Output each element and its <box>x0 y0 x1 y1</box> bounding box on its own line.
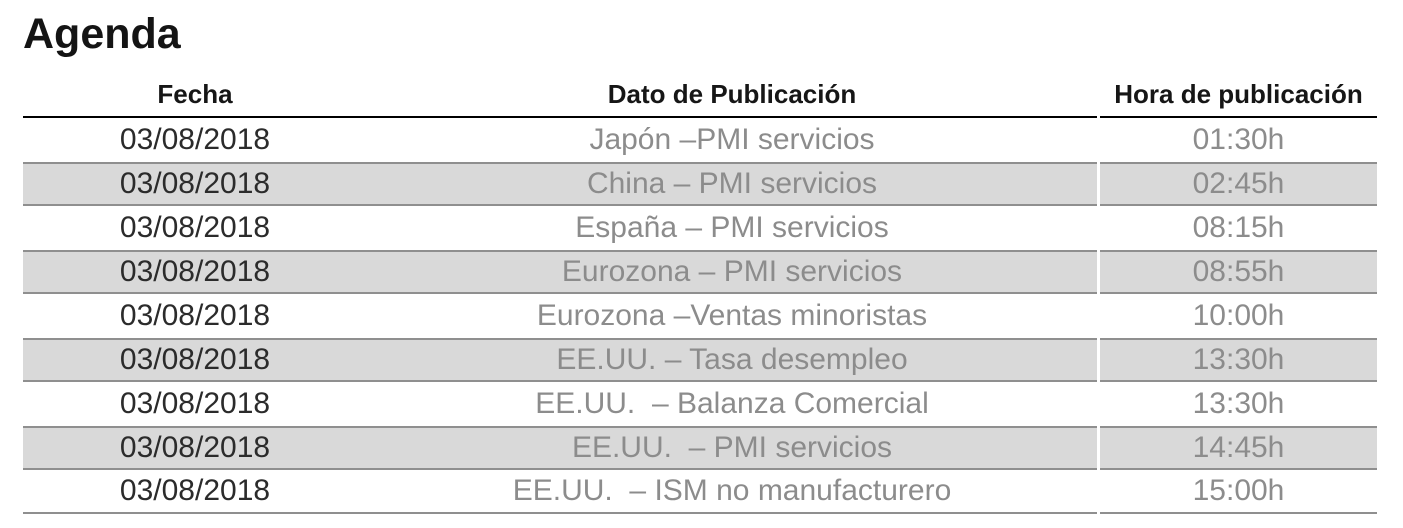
hora-cell: 15:00h <box>1192 474 1285 507</box>
hora-cell: 08:15h <box>1192 211 1285 244</box>
dato-cell: EE.UU. – ISM no manufacturero <box>512 474 952 507</box>
table-row: 03/08/2018 España – PMI servicios 08:15h <box>23 206 1377 250</box>
dato-cell: Eurozona –Ventas minoristas <box>536 299 928 332</box>
table-row: 03/08/2018 Eurozona –Ventas minoristas 1… <box>23 294 1377 338</box>
date-cell: 03/08/2018 <box>119 343 271 376</box>
dato-cell: China – PMI servicios <box>586 167 878 200</box>
table-row: 03/08/2018 EE.UU. – PMI servicios 14:45h <box>23 426 1377 470</box>
hora-cell: 10:00h <box>1192 299 1285 332</box>
date-cell: 03/08/2018 <box>119 211 271 244</box>
table-row: 03/08/2018 EE.UU. – Tasa desempleo 13:30… <box>23 338 1377 382</box>
column-header-hora: Hora de publicación <box>1114 79 1363 109</box>
column-header-dato: Dato de Publicación <box>607 79 857 109</box>
table-row: 03/08/2018 China – PMI servicios 02:45h <box>23 162 1377 206</box>
dato-cell: EE.UU. – Balanza Comercial <box>535 387 929 420</box>
table-header-row: Fecha Dato de Publicación Hora de public… <box>23 66 1377 118</box>
page-title: Agenda <box>23 10 181 58</box>
date-cell: 03/08/2018 <box>119 255 271 288</box>
column-header-fecha: Fecha <box>157 79 233 109</box>
date-cell: 03/08/2018 <box>119 387 271 420</box>
table-row: 03/08/2018 EE.UU. – Balanza Comercial 13… <box>23 382 1377 426</box>
table-row: 03/08/2018 Eurozona – PMI servicios 08:5… <box>23 250 1377 294</box>
date-cell: 03/08/2018 <box>119 299 271 332</box>
agenda-table: Fecha Dato de Publicación Hora de public… <box>23 66 1377 514</box>
table-row: 03/08/2018 Japón –PMI servicios 01:30h <box>23 118 1377 162</box>
hora-cell: 13:30h <box>1192 387 1285 420</box>
dato-cell: EE.UU. – Tasa desempleo <box>556 343 908 376</box>
date-cell: 03/08/2018 <box>119 431 271 464</box>
dato-cell: Eurozona – PMI servicios <box>561 255 903 288</box>
date-cell: 03/08/2018 <box>119 167 271 200</box>
hora-cell: 02:45h <box>1192 167 1285 200</box>
date-cell: 03/08/2018 <box>119 474 271 507</box>
dato-cell: Japón –PMI servicios <box>589 123 875 156</box>
hora-cell: 01:30h <box>1192 123 1285 156</box>
dato-cell: EE.UU. – PMI servicios <box>571 431 893 464</box>
hora-cell: 08:55h <box>1192 255 1285 288</box>
hora-cell: 14:45h <box>1192 431 1285 464</box>
date-cell: 03/08/2018 <box>119 123 271 156</box>
header-right-segment: Hora de publicación <box>1100 66 1377 118</box>
dato-cell: España – PMI servicios <box>575 211 889 244</box>
hora-cell: 13:30h <box>1192 343 1285 376</box>
table-row: 03/08/2018 EE.UU. – ISM no manufacturero… <box>23 470 1377 514</box>
header-left-segment: Fecha Dato de Publicación <box>23 66 1097 118</box>
